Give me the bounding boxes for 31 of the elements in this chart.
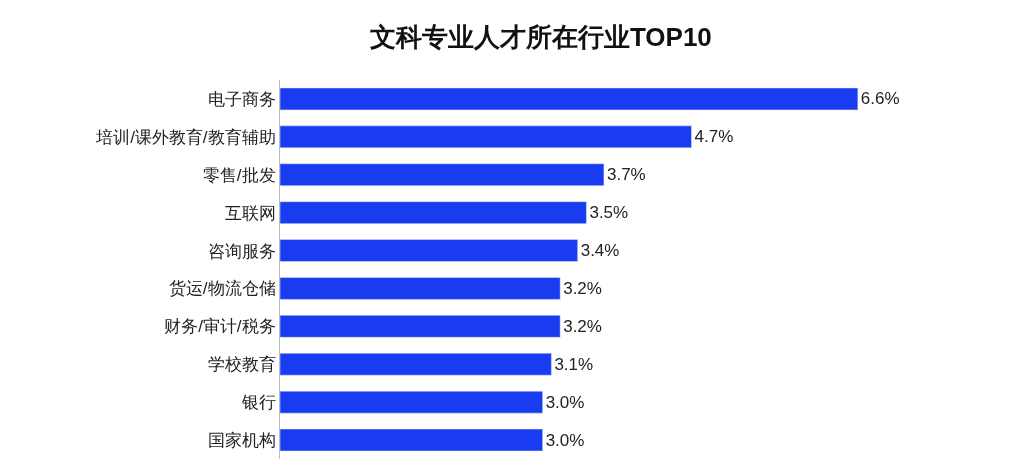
y-tick-label: 货运/物流仓储	[168, 279, 276, 299]
y-tick-label: 银行	[240, 393, 276, 413]
data-label: 3.1%	[554, 354, 594, 374]
y-tick-label: 互联网	[224, 203, 276, 223]
data-label: 3.4%	[580, 241, 620, 261]
bar	[280, 239, 578, 262]
y-tick-label: 财务/审计/税务	[164, 317, 276, 337]
y-tick-label: 培训/课外教育/教育辅助	[95, 127, 276, 147]
y-tick-label: 国家机构	[207, 431, 276, 450]
bar	[280, 428, 543, 452]
data-label: 3.2%	[563, 316, 602, 336]
bar	[280, 163, 605, 186]
data-label: 3.5%	[589, 203, 629, 223]
bar	[280, 201, 587, 224]
bar	[280, 125, 692, 149]
bar	[280, 390, 543, 414]
bar	[280, 277, 561, 300]
data-label: 3.0%	[545, 392, 585, 412]
y-tick-label: 零售/批发	[202, 165, 276, 185]
data-label: 3.2%	[563, 278, 602, 298]
chart-title: 文科专业人才所在行业TOP10	[369, 22, 712, 53]
data-label: 6.6%	[860, 89, 900, 109]
y-tick-label: 电子商务	[207, 89, 276, 109]
y-tick-label: 学校教育	[207, 355, 276, 375]
data-label: 3.7%	[606, 165, 646, 185]
bar	[280, 315, 561, 338]
bar	[280, 87, 859, 111]
data-label: 4.7%	[694, 127, 734, 147]
bar	[280, 353, 552, 376]
data-label: 3.0%	[545, 430, 585, 450]
y-tick-label: 咨询服务	[207, 241, 276, 261]
